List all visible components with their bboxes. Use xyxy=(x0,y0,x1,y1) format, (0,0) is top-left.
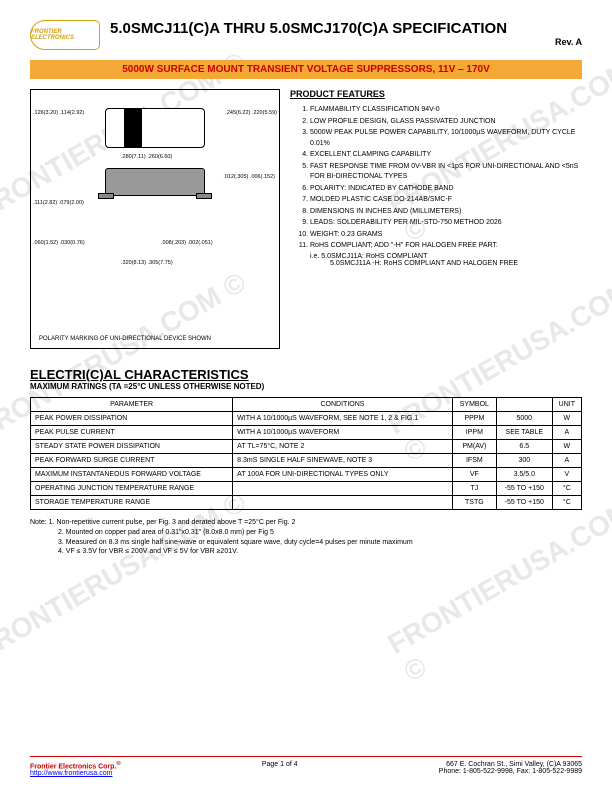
feature-item: FLAMMABILITY CLASSIFICATION 94V-0 xyxy=(310,105,582,116)
table-cell: PM(AV) xyxy=(452,440,496,454)
package-top-view xyxy=(105,108,205,148)
dim-label: .280(7.11) .260(6.60) xyxy=(121,154,172,160)
table-header: UNIT xyxy=(552,398,581,412)
table-cell: 5000 xyxy=(496,412,552,426)
table-cell: A xyxy=(552,454,581,468)
table-cell: PEAK POWER DISSIPATION xyxy=(31,412,233,426)
table-cell: 3.5/5.0 xyxy=(496,468,552,482)
table-cell xyxy=(233,482,453,496)
dim-label: .012(.305) .006(.152) xyxy=(223,174,275,180)
table-cell: IFSM xyxy=(452,454,496,468)
table-cell: SEE TABLE xyxy=(496,426,552,440)
table-header: CONDITIONS xyxy=(233,398,453,412)
feature-item: 5000W PEAK PULSE POWER CAPABILITY, 10/10… xyxy=(310,128,582,149)
note-line: Note: 1. Non-repetitive current pulse, p… xyxy=(30,518,582,528)
table-cell: °C xyxy=(552,496,581,510)
product-features: PRODUCT FEATURES FLAMMABILITY CLASSIFICA… xyxy=(290,89,582,349)
table-cell: W xyxy=(552,412,581,426)
table-cell: MAXIMUM INSTANTANEOUS FORWARD VOLTAGE xyxy=(31,468,233,482)
footer: Frontier Electronics Corp.® http://www.f… xyxy=(30,756,582,777)
feature-item: POLARITY: INDICATED BY CATHODE BAND xyxy=(310,184,582,195)
feature-item: WEIGHT: 0.23 GRAMS xyxy=(310,230,582,241)
notes: Note: 1. Non-repetitive current pulse, p… xyxy=(30,518,582,557)
table-cell: W xyxy=(552,440,581,454)
table-cell: -55 TO +150 xyxy=(496,482,552,496)
table-cell: STEADY STATE POWER DISSIPATION xyxy=(31,440,233,454)
package-diagram: .126(3.20) .114(2.92) .245(6.22) .220(5.… xyxy=(30,89,280,349)
feature-item: LOW PROFILE DESIGN, GLASS PASSIVATED JUN… xyxy=(310,117,582,128)
features-sub: i.e. 5.0SMCJ11A: RoHS COMPLIANT xyxy=(310,253,582,260)
footer-phone: Phone: 1-805-522-9998, Fax: 1-805-522-99… xyxy=(439,768,582,775)
page-title: 5.0SMCJ11(C)A THRU 5.0SMCJ170(C)A SPECIF… xyxy=(110,20,582,37)
note-line: 4. VF ≤ 3.5V for VBR ≤ 200V and VF ≤ 5V … xyxy=(30,547,582,557)
table-cell: PEAK PULSE CURRENT xyxy=(31,426,233,440)
table-cell xyxy=(233,496,453,510)
dim-label: .245(6.22) .220(5.59) xyxy=(225,110,277,116)
feature-item: FAST RESPONSE TIME FROM 0V-VBR IN <1pS F… xyxy=(310,162,582,183)
note-line: 2. Mounted on copper pad area of 0.31"x0… xyxy=(30,528,582,538)
header: FRONTIER ELECTRONICS 5.0SMCJ11(C)A THRU … xyxy=(30,20,582,50)
dim-label: .008(.203) .002(.051) xyxy=(161,240,213,246)
package-side-view xyxy=(95,168,215,200)
electrical-heading: ELECTRI(C)AL CHARACTERISTICS xyxy=(30,367,582,382)
table-row: STEADY STATE POWER DISSIPATIONAT TL=75°C… xyxy=(31,440,582,454)
table-cell: 8.3mS SINGLE HALF SINEWAVE, NOTE 3 xyxy=(233,454,453,468)
table-cell: VF xyxy=(452,468,496,482)
footer-page: Page 1 of 4 xyxy=(262,761,298,777)
table-cell: WITH A 10/1000µS WAVEFORM xyxy=(233,426,453,440)
dim-label: .111(2.82) .079(2.00) xyxy=(33,200,84,206)
table-cell: AT TL=75°C, NOTE 2 xyxy=(233,440,453,454)
table-cell: OPERATING JUNCTION TEMPERATURE RANGE xyxy=(31,482,233,496)
table-cell: AT 100A FOR UNI-DIRECTIONAL TYPES ONLY xyxy=(233,468,453,482)
feature-item: MOLDED PLASTIC CASE DO-214AB/SMC-F xyxy=(310,195,582,206)
ratings-table: PARAMETERCONDITIONSSYMBOL UNIT PEAK POWER… xyxy=(30,397,582,510)
footer-company: Frontier Electronics Corp. xyxy=(30,763,116,770)
features-sub: 5.0SMCJ11A -H: RoHS COMPLIANT AND HALOGE… xyxy=(330,260,582,267)
table-row: OPERATING JUNCTION TEMPERATURE RANGE TJ-5… xyxy=(31,482,582,496)
table-cell: A xyxy=(552,426,581,440)
table-cell: WITH A 10/1000µS WAVEFORM, SEE NOTE 1, 2… xyxy=(233,412,453,426)
polarity-note: POLARITY MARKING OF UNI-DIRECTIONAL DEVI… xyxy=(39,336,211,342)
dim-label: .060(1.52) .030(0.76) xyxy=(33,240,85,246)
table-cell: 6.5 xyxy=(496,440,552,454)
table-header xyxy=(496,398,552,412)
table-row: PEAK PULSE CURRENTWITH A 10/1000µS WAVEF… xyxy=(31,426,582,440)
table-cell: TSTG xyxy=(452,496,496,510)
feature-item: LEADS: SOLDERABILITY PER MIL-STD-750 MET… xyxy=(310,218,582,229)
table-cell: TJ xyxy=(452,482,496,496)
revision: Rev. A xyxy=(110,37,582,47)
banner: 5000W SURFACE MOUNT TRANSIENT VOLTAGE SU… xyxy=(30,60,582,79)
feature-item: EXCELLENT CLAMPING CAPABILITY xyxy=(310,150,582,161)
feature-item: RoHS COMPLIANT; ADD "-H" FOR HALOGEN FRE… xyxy=(310,241,582,252)
note-line: 3. Measured on 8.3 ms single half sine-w… xyxy=(30,538,582,548)
table-row: STORAGE TEMPERATURE RANGE TSTG-55 TO +150… xyxy=(31,496,582,510)
table-cell: STORAGE TEMPERATURE RANGE xyxy=(31,496,233,510)
table-cell: PEAK FORWARD SURGE CURRENT xyxy=(31,454,233,468)
table-header: PARAMETER xyxy=(31,398,233,412)
table-row: MAXIMUM INSTANTANEOUS FORWARD VOLTAGEAT … xyxy=(31,468,582,482)
features-heading: PRODUCT FEATURES xyxy=(290,89,582,99)
table-cell: V xyxy=(552,468,581,482)
electrical-subhead: MAXIMUM RATINGS (TA =25°C UNLESS OTHERWI… xyxy=(30,382,582,391)
table-cell: IPPM xyxy=(452,426,496,440)
table-cell: -55 TO +150 xyxy=(496,496,552,510)
table-row: PEAK POWER DISSIPATIONWITH A 10/1000µS W… xyxy=(31,412,582,426)
footer-url[interactable]: http://www.frontierusa.com xyxy=(30,770,121,777)
dim-label: .126(3.20) .114(2.92) xyxy=(33,110,84,116)
table-row: PEAK FORWARD SURGE CURRENT8.3mS SINGLE H… xyxy=(31,454,582,468)
table-header: SYMBOL xyxy=(452,398,496,412)
dim-label: .320(8.13) .305(7.75) xyxy=(121,260,173,266)
feature-item: DIMENSIONS IN INCHES AND (MILLIMETERS) xyxy=(310,207,582,218)
table-cell: 300 xyxy=(496,454,552,468)
logo: FRONTIER ELECTRONICS xyxy=(30,20,100,50)
table-cell: °C xyxy=(552,482,581,496)
footer-address: 667 E. Cochran St., Simi Valley, (C)A 93… xyxy=(439,761,582,768)
table-cell: PPPM xyxy=(452,412,496,426)
